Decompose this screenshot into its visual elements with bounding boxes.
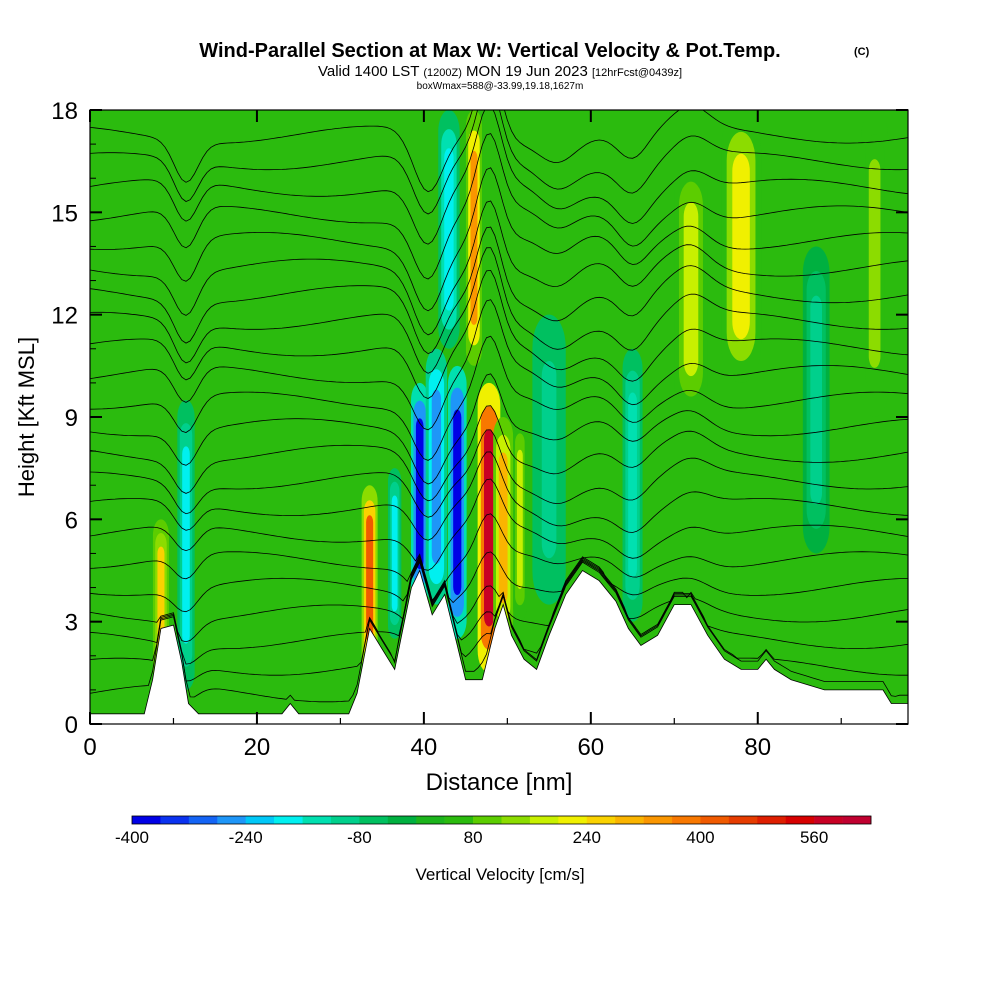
x-tick-label: 60 (577, 734, 604, 761)
isentrope-line (90, 557, 908, 643)
velocity-streak (470, 150, 478, 325)
x-axis: 0 20 40 60 80 (83, 110, 842, 761)
velocity-streak (415, 418, 424, 570)
isentrope-line (90, 551, 908, 613)
colorbar-tick-label: -80 (347, 828, 372, 847)
colorbar-swatch (586, 816, 616, 824)
colorbar-swatch (757, 816, 787, 824)
isentrope-line (90, 200, 908, 336)
isentrope-line (90, 110, 908, 193)
x-tick-label: 0 (83, 734, 96, 761)
colorbar-swatch (814, 816, 843, 824)
y-axis-label: Height [Kft MSL] (14, 337, 39, 497)
isentrope-line (90, 478, 908, 571)
isentrope-line (90, 405, 908, 502)
velocity-streak (628, 392, 637, 579)
velocity-field (152, 110, 888, 690)
y-tick-label: 0 (65, 712, 78, 739)
isentrope-line (90, 167, 908, 312)
x-tick-label: 20 (244, 734, 271, 761)
isentrope-line (90, 299, 908, 431)
x-tick-label: 80 (744, 734, 771, 761)
velocity-streak (484, 429, 494, 627)
copyright-mark: (C) (854, 46, 870, 58)
colorbar-swatch (672, 816, 701, 824)
chart-title: Wind-Parallel Section at Max W: Vertical… (199, 40, 780, 62)
colorbar-swatch (302, 816, 332, 824)
colorbar-swatch (245, 816, 275, 824)
colorbar: -400 -240 -80 80 240 400 560 (115, 815, 872, 847)
velocity-streak (182, 446, 190, 644)
velocity-streak (868, 159, 881, 368)
colorbar-label: Vertical Velocity [cm/s] (415, 865, 584, 884)
isentrope-line (90, 226, 908, 355)
colorbar-swatch (529, 816, 559, 824)
colorbar-swatch (444, 816, 474, 824)
colorbar-swatch (387, 816, 417, 824)
isentrope-line (90, 373, 908, 485)
colorbar-swatch (359, 816, 389, 824)
colorbar-swatch (700, 816, 730, 824)
colorbar-swatch (643, 816, 673, 824)
colorbar-swatch (473, 816, 502, 824)
isentrope-line (90, 335, 908, 461)
colorbar-swatch (188, 816, 218, 824)
velocity-streak (444, 148, 454, 311)
colorbar-tick-label: -240 (229, 828, 263, 847)
plot-area (90, 110, 908, 724)
valid-time-line: Valid 1400 LST (1200Z) MON 19 Jun 2023 [… (318, 63, 682, 80)
isentrope-line (90, 110, 908, 215)
isentrope-line (90, 247, 908, 374)
colorbar-swatch (615, 816, 644, 824)
x-tick-label: 40 (411, 734, 438, 761)
isentrope-line (90, 110, 908, 245)
colorbar-tick-label: 240 (573, 828, 601, 847)
velocity-streak (516, 449, 523, 589)
isentrope-line (90, 451, 908, 541)
colorbar-swatch (330, 816, 360, 824)
y-tick-label: 12 (51, 303, 78, 330)
isentrope-line (90, 513, 908, 601)
colorbar-swatch (274, 816, 303, 824)
theta-isentropes (90, 110, 908, 703)
colorbar-swatch (501, 816, 531, 824)
colorbar-frame (131, 815, 872, 825)
colorbar-tick-label: 80 (464, 828, 483, 847)
terrain (90, 569, 908, 724)
boxwmax-line: boxWmax=588@-33.99,19.18,1627m (417, 81, 584, 92)
colorbar-tick-label: -400 (115, 828, 149, 847)
y-tick-label: 3 (65, 610, 78, 637)
velocity-streak (453, 409, 462, 596)
x-axis-label: Distance [nm] (426, 769, 573, 796)
colorbar-tick-label: 400 (686, 828, 714, 847)
velocity-streak (683, 202, 699, 377)
velocity-streak (810, 295, 823, 505)
velocity-streak (391, 495, 398, 612)
isentrope-line (90, 559, 908, 682)
colorbar-swatch (217, 816, 246, 824)
velocity-streak (541, 361, 557, 559)
isentrope-line (90, 133, 908, 280)
colorbar-swatch (416, 816, 445, 824)
isentrope-line (90, 560, 908, 703)
colorbar-swatch (558, 816, 588, 824)
colorbar-swatch (785, 816, 815, 824)
y-tick-label: 18 (51, 98, 78, 125)
colorbar-swatch (728, 816, 758, 824)
isentrope-line (90, 269, 908, 399)
colorbar-swatch (160, 816, 190, 824)
y-tick-label: 15 (51, 200, 78, 227)
colorbar-swatch (132, 816, 161, 824)
isentrope-line (90, 429, 908, 518)
y-tick-label: 9 (65, 405, 78, 432)
colorbar-swatch (842, 816, 872, 824)
y-axis: 0 3 6 9 12 15 18 (51, 98, 908, 739)
y-tick-label: 6 (65, 507, 78, 534)
isentrope-line (90, 558, 908, 665)
colorbar-tick-label: 560 (800, 828, 828, 847)
velocity-streak (366, 515, 374, 643)
